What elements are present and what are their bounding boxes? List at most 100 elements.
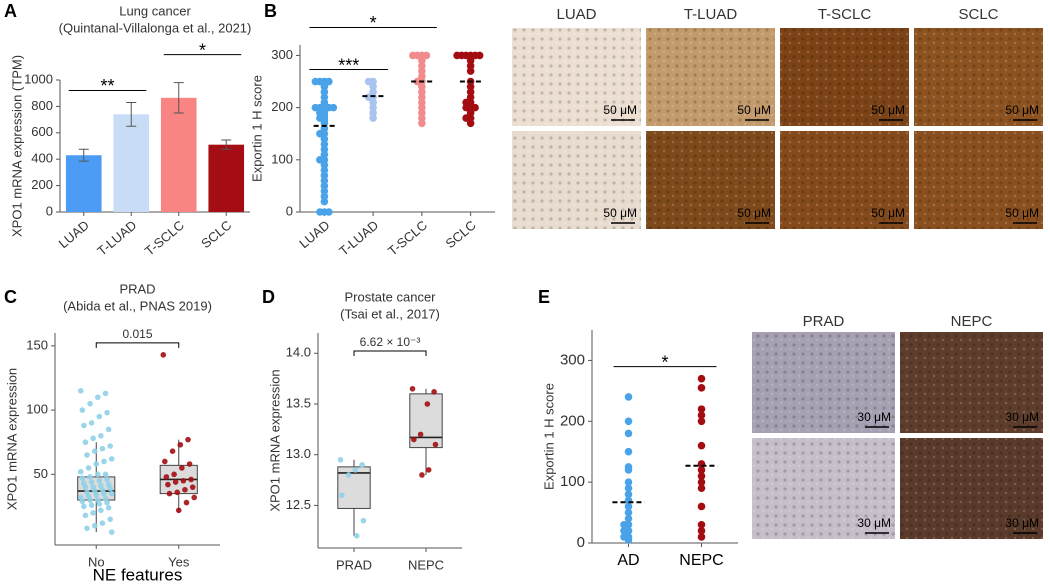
dot	[90, 435, 96, 442]
dot	[453, 51, 461, 60]
dot	[620, 527, 628, 535]
dot	[96, 477, 103, 484]
dot	[87, 474, 93, 480]
micrograph-texture	[780, 131, 909, 229]
significance-label: 6.62 × 10⁻³	[360, 335, 421, 349]
dot	[697, 527, 706, 535]
dot	[98, 507, 104, 514]
dot	[353, 533, 360, 539]
scale-bar-label: 30 μM	[1005, 410, 1039, 424]
dot	[359, 462, 365, 468]
y-tick-label: 14.0	[286, 345, 311, 360]
dot	[369, 114, 377, 122]
dot	[697, 520, 706, 529]
dot	[418, 93, 426, 101]
dot	[320, 161, 329, 169]
dot	[175, 507, 182, 514]
dot	[105, 504, 112, 511]
dot	[329, 103, 338, 112]
significance-label: **	[100, 76, 114, 96]
panel-label: A	[4, 1, 17, 21]
dot	[185, 436, 191, 443]
dot	[320, 93, 329, 101]
dot	[369, 82, 377, 91]
dot	[316, 156, 324, 164]
dot	[107, 443, 113, 449]
scale-bar-label: 30 μM	[1005, 516, 1039, 530]
error-bar	[78, 148, 89, 162]
dot	[418, 62, 426, 70]
micrograph-texture	[914, 131, 1043, 229]
dot	[320, 176, 329, 185]
dot	[369, 109, 377, 117]
x-tick-label: T-SCLC	[385, 217, 430, 258]
y-tick-label: 1000	[24, 71, 53, 86]
dot	[320, 82, 329, 91]
dot	[337, 456, 344, 463]
dot	[425, 467, 432, 473]
dot	[105, 426, 112, 433]
y-tick-label: 0	[286, 203, 293, 218]
dot	[466, 56, 475, 65]
significance-bracket	[353, 350, 427, 356]
y-tick-label: 100	[271, 151, 293, 166]
y-axis-label: XPO1 mRNA expression	[4, 368, 19, 510]
dot	[316, 208, 324, 216]
y-tick-label: 600	[31, 124, 53, 139]
dot	[418, 103, 426, 112]
error-bar	[126, 101, 137, 127]
dot	[93, 492, 100, 498]
dot	[88, 420, 95, 426]
scale-bar-label: 50 μM	[603, 103, 637, 117]
dot	[413, 77, 422, 86]
dot	[624, 536, 633, 544]
y-tick-label: 50	[34, 466, 48, 481]
dot	[697, 374, 706, 383]
dot	[101, 490, 107, 497]
dot	[79, 475, 86, 481]
dot	[88, 479, 95, 485]
y-tick-label: 150	[26, 337, 48, 352]
dot	[94, 471, 101, 478]
dot	[422, 51, 431, 60]
dot	[99, 520, 106, 526]
dot	[462, 98, 470, 107]
y-tick-label: 12.5	[286, 497, 311, 512]
x-tick-label: LUAD	[56, 217, 92, 251]
dot	[162, 458, 168, 465]
dot	[180, 477, 187, 484]
dot	[409, 51, 417, 60]
significance-label: ***	[338, 55, 359, 75]
dot	[171, 471, 177, 478]
dot	[432, 441, 439, 448]
y-tick-label: 200	[31, 177, 53, 192]
dot	[320, 150, 329, 159]
dot	[188, 476, 194, 483]
dot	[364, 77, 373, 86]
dot	[418, 56, 426, 65]
dot	[419, 472, 425, 478]
dot	[418, 82, 426, 91]
dot	[624, 447, 633, 456]
chart-subtitle: (Abida et al., PNAS 2019)	[63, 298, 212, 313]
dot	[418, 109, 426, 117]
dot	[320, 171, 329, 180]
y-tick-label: 300	[560, 351, 585, 368]
dot	[94, 394, 101, 401]
dot	[697, 472, 706, 480]
dot	[369, 103, 377, 112]
scale-bar-label: 50 μM	[1005, 103, 1039, 117]
dot	[82, 439, 89, 446]
dot	[191, 494, 198, 501]
dot	[107, 485, 113, 492]
dot	[624, 466, 633, 474]
dot	[320, 187, 329, 195]
dot	[418, 114, 426, 122]
dot	[102, 471, 109, 478]
bar	[160, 97, 197, 212]
panel-label: E	[538, 287, 550, 307]
dot	[466, 93, 475, 101]
chart-title: PRAD	[119, 281, 155, 296]
dot	[93, 461, 100, 467]
